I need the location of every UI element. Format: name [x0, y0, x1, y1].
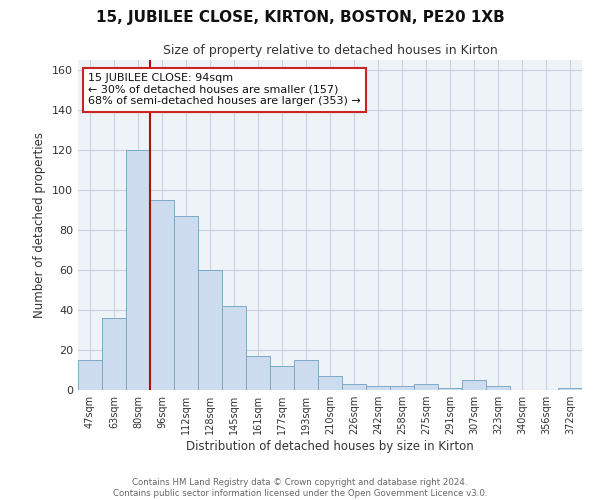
- X-axis label: Distribution of detached houses by size in Kirton: Distribution of detached houses by size …: [186, 440, 474, 453]
- Bar: [102, 318, 126, 390]
- Bar: [222, 306, 246, 390]
- Bar: [150, 200, 174, 390]
- Bar: [462, 380, 486, 390]
- Bar: [318, 376, 342, 390]
- Bar: [78, 360, 102, 390]
- Y-axis label: Number of detached properties: Number of detached properties: [34, 132, 46, 318]
- Bar: [294, 360, 318, 390]
- Bar: [486, 386, 510, 390]
- Bar: [414, 384, 438, 390]
- Title: Size of property relative to detached houses in Kirton: Size of property relative to detached ho…: [163, 44, 497, 58]
- Bar: [366, 386, 390, 390]
- Text: 15 JUBILEE CLOSE: 94sqm
← 30% of detached houses are smaller (157)
68% of semi-d: 15 JUBILEE CLOSE: 94sqm ← 30% of detache…: [88, 73, 361, 106]
- Bar: [270, 366, 294, 390]
- Bar: [126, 150, 150, 390]
- Bar: [342, 384, 366, 390]
- Bar: [558, 388, 582, 390]
- Text: 15, JUBILEE CLOSE, KIRTON, BOSTON, PE20 1XB: 15, JUBILEE CLOSE, KIRTON, BOSTON, PE20 …: [95, 10, 505, 25]
- Bar: [198, 270, 222, 390]
- Bar: [438, 388, 462, 390]
- Bar: [174, 216, 198, 390]
- Text: Contains HM Land Registry data © Crown copyright and database right 2024.
Contai: Contains HM Land Registry data © Crown c…: [113, 478, 487, 498]
- Bar: [390, 386, 414, 390]
- Bar: [246, 356, 270, 390]
